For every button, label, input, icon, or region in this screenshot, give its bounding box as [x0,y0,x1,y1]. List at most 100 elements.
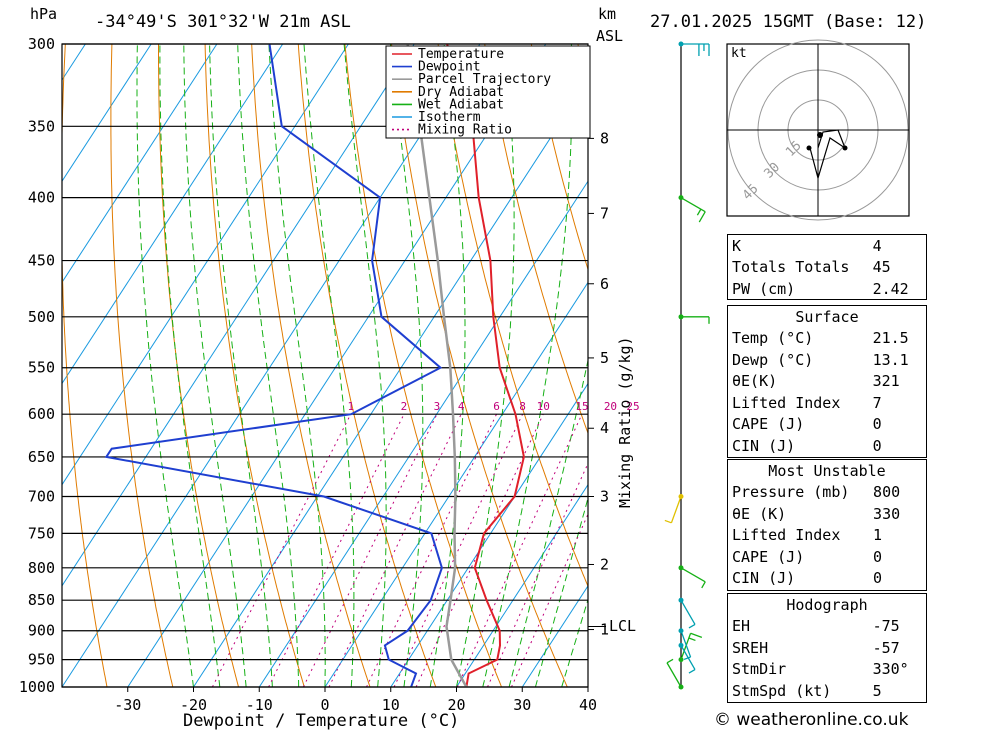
temperature-tick-label: -30 [114,696,141,714]
isotherm-line [62,44,349,486]
credit-link[interactable]: © weatheronline.co.uk [714,710,909,730]
storm-motion-marker [817,132,823,138]
isotherm-line [62,44,218,284]
hodograph-stats-table: Hodograph EH -75 SREH -57 StmDir 330° StmSp… [728,594,926,702]
pressure-tick-label: 700 [28,488,55,506]
temperature-tick-label: 10 [382,696,400,714]
pressure-ticks: 300 350 400 450 500 550 600 650 700 750 800 850 900 9… [19,35,55,696]
wind-barb-feather [696,208,702,216]
mixing-ratio-label: 1 [347,400,354,413]
hodo-row-value: 5 [872,681,882,700]
surface-row-value: 7 [872,393,882,412]
wind-barb-feather [683,656,691,661]
wet-adiabat-line [343,44,387,687]
isotherm-line [193,79,588,687]
surface-title: Surface [795,307,859,326]
wind-barb-feather [690,632,703,639]
k-value: 4 [872,236,882,255]
unit-hpa: hPa [30,5,57,23]
mixing-ratio-label: 6 [493,400,500,413]
km-ticks: 1 2 3 4 5 6 7 8 [588,129,609,639]
wet-adiabat-line [159,44,221,687]
pressure-tick-label: 450 [28,252,55,270]
pw-label: PW (cm) [732,279,796,298]
legend-item-label: Isotherm [418,110,481,125]
dry-adiabat-line [62,44,108,687]
hodograph-unit: kt [731,46,747,61]
km-tick-label: 2 [600,555,609,573]
dry-adiabat-line [344,44,502,687]
wind-barb-staff [680,567,706,583]
temperature-tick-label: 0 [320,696,329,714]
wet-adiabat-line [136,44,194,687]
dry-adiabat-line [297,44,437,687]
pressure-tick-label: 950 [28,651,55,669]
surface-row-value: 13.1 [872,350,909,369]
mu-row-label: θE (K) [732,504,787,523]
mixing-ratio-label: 25 [626,400,639,413]
most-unstable-title: Most Unstable [768,461,886,480]
wet-adiabat-line [209,44,273,687]
wet-adiabat-line [534,496,588,687]
hodo-row-value: -75 [872,617,900,636]
mixing-ratio-line [511,513,588,687]
most-unstable-table: Most Unstable Pressure (mb) 800 θE (K) 330… [728,460,926,589]
hodo-row-label: EH [732,617,751,636]
wind-barb-feather [688,669,696,674]
series-line-dewpoint [104,44,443,687]
mu-row-value: 800 [873,483,901,502]
mu-row-value: 0 [873,547,883,566]
hodograph-stats-title: Hodograph [786,595,868,614]
mixing-ratio-label: 20 [604,400,617,413]
temperature-tick-label: -20 [180,696,207,714]
surface-row-value: 321 [872,372,900,391]
legend-item-label: Wet Adiabat [418,97,504,112]
wind-barb-staff [680,599,696,625]
legend-item-label: Mixing Ratio [418,123,512,138]
surface-row-label: Lifted Index [732,393,841,412]
km-tick-label: 6 [600,275,609,293]
pressure-tick-label: 750 [28,524,55,542]
wet-adiabat-line [561,597,588,687]
pressure-tick-label: 400 [28,189,55,207]
dry-adiabat-line [251,44,371,687]
isotherm-line [127,44,547,687]
isotherm-line [0,44,20,687]
mixing-ratio-line [268,413,405,687]
pressure-tick-label: 800 [28,559,55,577]
wet-adiabat-line [429,44,466,687]
isotherm-line [62,44,481,687]
wind-barb-staff [680,197,706,213]
km-tick-label: 3 [600,488,609,506]
series-line-parcel-trajectory [406,44,468,687]
temperature-ticks: -30 -20 -10 0 10 20 30 40 [114,687,597,714]
tt-label: Totals Totals [732,258,850,277]
mixing-ratio-labels: 1 2 3 4 6 8 10 15 20 25 [347,400,639,413]
isotherm-line [258,180,588,687]
legend-item-label: Dry Adiabat [418,85,504,100]
pressure-tick-label: 500 [28,308,55,326]
dry-adiabat-line [391,44,568,687]
mu-row-value: 0 [873,569,883,588]
legend-item-label: Temperature [418,47,504,62]
mu-row-value: 330 [873,504,901,523]
pressure-tick-label: 600 [28,405,55,423]
chart-title: -34°49'S 301°32'W 21m ASL [95,12,351,32]
mixing-ratio-line [328,413,462,687]
pressure-tick-label: 350 [28,117,55,135]
mu-row-label: Lifted Index [732,526,841,545]
hodo-row-value: -57 [872,638,900,657]
isotherm-line [62,44,284,385]
wind-barb-feather [688,637,696,642]
mixing-ratio-axis-title: Mixing Ratio (g/kg) [616,336,634,508]
isotherm-line [456,483,588,687]
hodo-row-label: SREH [732,638,769,657]
pressure-tick-label: 850 [28,591,55,609]
isotherm-line [390,382,588,687]
profiles [104,44,525,687]
surface-row-label: Temp (°C) [732,329,814,348]
km-tick-label: 8 [600,129,609,147]
hodo-row-label: StmDir [732,660,787,679]
